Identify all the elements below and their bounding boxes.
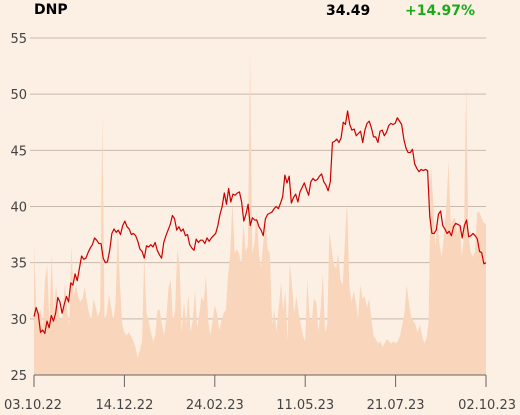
quote-header: DNP 34.49 +14.97% bbox=[0, 0, 520, 22]
volume-area-path bbox=[34, 51, 486, 375]
percent-change: +14.97% bbox=[405, 3, 476, 19]
y-tick-label-40: 40 bbox=[10, 201, 27, 216]
y-tick-label-35: 35 bbox=[10, 257, 27, 272]
price-line-path bbox=[33, 110, 487, 335]
last-price: 34.49 bbox=[326, 3, 371, 19]
x-tick-label-0: 03.10.22 bbox=[4, 398, 62, 413]
volume-area bbox=[34, 51, 486, 375]
x-tick-label-4: 21.07.23 bbox=[367, 398, 425, 413]
y-tick-label-25: 25 bbox=[10, 369, 27, 384]
y-tick-label-30: 30 bbox=[10, 313, 27, 328]
y-tick-label-50: 50 bbox=[10, 88, 27, 103]
y-axis-labels: 25 30 35 40 45 50 55 bbox=[10, 32, 27, 384]
ticker-symbol: DNP bbox=[34, 2, 68, 18]
x-axis: 03.10.22 14.12.22 24.02.23 11.05.23 21.07.23… bbox=[4, 374, 516, 413]
price-line bbox=[33, 110, 487, 335]
y-tick-label-45: 45 bbox=[10, 144, 27, 159]
x-tick-label-1: 14.12.22 bbox=[95, 398, 153, 413]
x-tick-label-3: 11.05.23 bbox=[276, 398, 334, 413]
y-tick-label-55: 55 bbox=[10, 32, 27, 47]
x-tick-label-5: 02.10.23 bbox=[458, 398, 516, 413]
x-tick-label-2: 24.02.23 bbox=[186, 398, 244, 413]
